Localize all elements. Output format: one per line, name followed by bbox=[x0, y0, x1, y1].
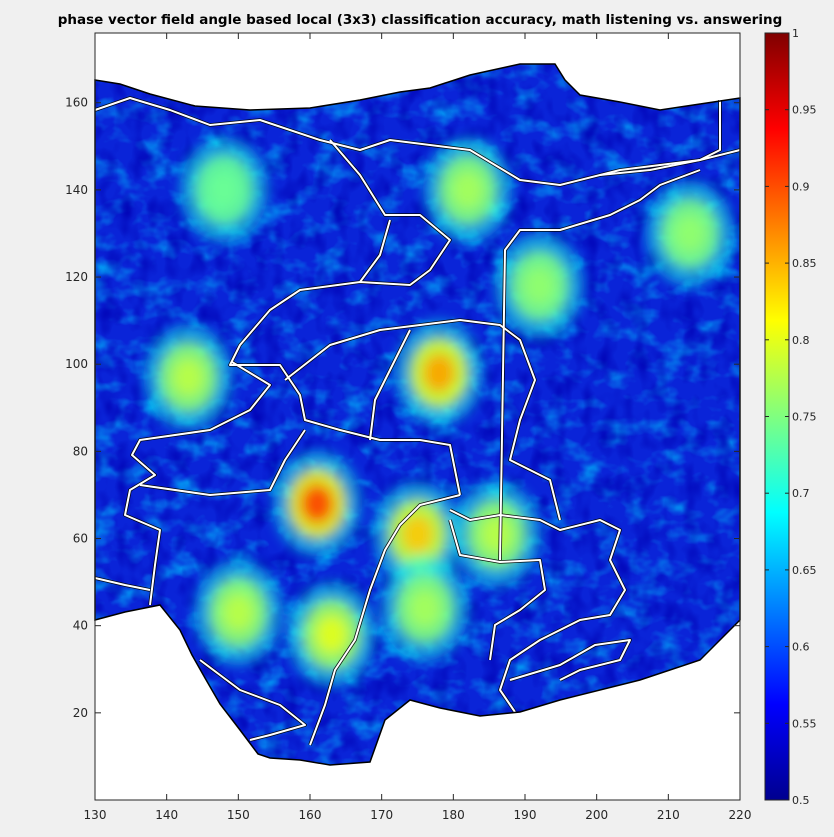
region-outline bbox=[94, 97, 741, 746]
hotspot-8-layer-2 bbox=[172, 358, 204, 397]
colorbar-tick-label: 0.8 bbox=[792, 334, 810, 347]
hotspot-4-layer-2 bbox=[222, 593, 255, 632]
hotspot-11-layer-2 bbox=[208, 171, 240, 209]
colorbar-tick-label: 0.5 bbox=[792, 794, 810, 807]
x-tick-label: 160 bbox=[299, 808, 322, 822]
hotspot-7-layer-2 bbox=[451, 171, 484, 209]
hotspot-10-layer-2 bbox=[523, 267, 556, 305]
x-tick-label: 190 bbox=[514, 808, 537, 822]
colorbar-tick-label: 0.7 bbox=[792, 487, 810, 500]
hotspot-9-layer-2 bbox=[674, 214, 706, 253]
y-tick-label: 20 bbox=[73, 706, 88, 720]
y-tick-label: 120 bbox=[65, 270, 88, 284]
hotspot-6-layer-2 bbox=[480, 515, 513, 553]
y-tick-label: 40 bbox=[73, 619, 88, 633]
y-axis: 20 40 60 80 100 120 140 160 bbox=[65, 96, 740, 720]
colorbar-tick-label: 0.55 bbox=[792, 717, 817, 730]
x-tick-label: 200 bbox=[585, 808, 608, 822]
x-tick-label: 210 bbox=[657, 808, 680, 822]
colorbar-tick-label: 0.95 bbox=[792, 104, 817, 117]
colorbar-tick-label: 0.6 bbox=[792, 641, 810, 654]
x-tick-label: 220 bbox=[729, 808, 752, 822]
x-tick-label: 150 bbox=[227, 808, 250, 822]
hotspot-3-layer-2 bbox=[315, 615, 348, 654]
axes-box bbox=[94, 32, 741, 801]
x-tick-label: 180 bbox=[442, 808, 465, 822]
heatmap-field bbox=[95, 64, 740, 765]
y-tick-label: 160 bbox=[65, 96, 88, 110]
hotspot-1-layer-2 bbox=[423, 354, 455, 392]
colorbar-tick-label: 0.65 bbox=[792, 564, 817, 577]
x-tick-label: 170 bbox=[370, 808, 393, 822]
hotspot-0-layer-2 bbox=[301, 484, 333, 523]
chart-title: phase vector field angle based local (3x… bbox=[58, 12, 783, 28]
x-tick-label: 140 bbox=[155, 808, 178, 822]
x-tick-label: 130 bbox=[84, 808, 107, 822]
colorbar-tick-label: 0.9 bbox=[792, 180, 810, 193]
colorbar-ticks: 0.5 0.55 0.6 0.65 0.7 0.75 0.8 0.85 0.9 0.95 1 bbox=[765, 27, 817, 807]
y-tick-label: 80 bbox=[73, 444, 88, 458]
brain-boundary bbox=[94, 63, 741, 766]
colorbar-tick-label: 1 bbox=[792, 27, 799, 40]
colorbar-tick-label: 0.85 bbox=[792, 257, 817, 270]
colorbar-tick-label: 0.75 bbox=[792, 411, 817, 424]
y-tick-label: 100 bbox=[65, 357, 88, 371]
hotspot-2-layer-2 bbox=[401, 515, 434, 553]
y-tick-label: 60 bbox=[73, 532, 88, 546]
hotspot-5-layer-2 bbox=[408, 589, 441, 627]
y-tick-label: 140 bbox=[65, 183, 88, 197]
x-axis: 130 140 150 160 170 180 190 200 210 220 bbox=[84, 33, 752, 822]
